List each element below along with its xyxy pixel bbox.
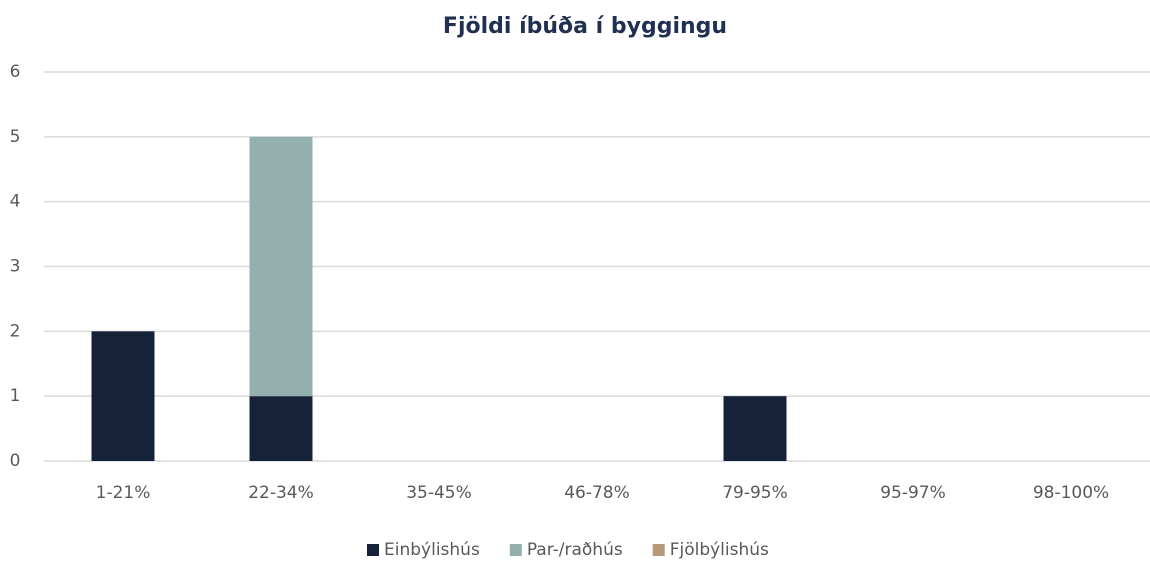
y-tick-label: 4: [10, 192, 21, 212]
y-tick-label: 3: [10, 257, 21, 277]
bar-segment: [249, 396, 313, 461]
chart-title: Fjöldi íbúða í byggingu: [443, 14, 727, 39]
x-tick-label: 35-45%: [406, 483, 472, 503]
x-tick-label: 1-21%: [96, 483, 151, 503]
y-tick-label: 6: [10, 62, 21, 82]
legend-swatch: [652, 544, 665, 556]
bar-segment: [249, 136, 313, 397]
x-tick-label: 95-97%: [880, 483, 946, 503]
x-tick-label: 46-78%: [564, 483, 630, 503]
x-tick-label: 22-34%: [248, 483, 314, 503]
legend-label: Fjölbýlishús: [670, 540, 769, 560]
y-tick-label: 5: [10, 127, 21, 147]
y-tick-label: 1: [10, 386, 21, 406]
x-tick-label: 79-95%: [722, 483, 788, 503]
bar-segment: [723, 396, 787, 461]
y-tick-label: 0: [10, 451, 21, 471]
legend-swatch: [509, 544, 522, 556]
legend-label: Einbýlishús: [384, 540, 480, 560]
y-tick-label: 2: [10, 321, 21, 341]
bar-segment: [91, 331, 155, 461]
legend-swatch: [367, 544, 379, 556]
x-tick-label: 98-100%: [1033, 483, 1109, 503]
legend-label: Par-/raðhús: [527, 540, 623, 560]
